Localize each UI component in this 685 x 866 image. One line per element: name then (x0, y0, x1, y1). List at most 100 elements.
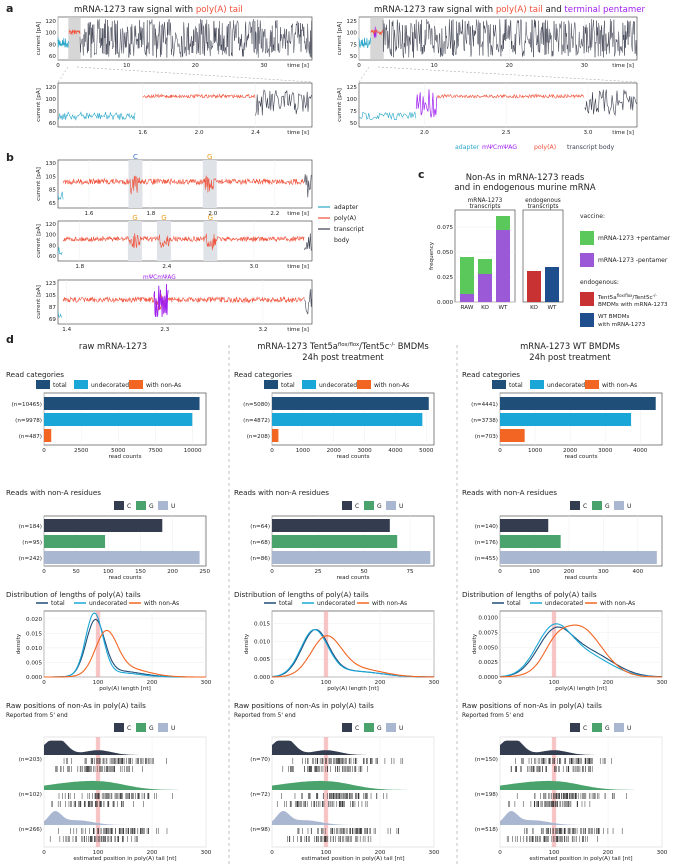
panel-d-col-0-dist-legend-item: undecorated (89, 600, 127, 607)
panel-b-row-0-ytick: 105 (45, 174, 56, 180)
panel-c-group1-line1: mRNA-1273 (468, 198, 503, 204)
panel-b-row-2-ytick: 123 (45, 281, 56, 287)
panel-d-col-0-pos-xtick: 200 (147, 850, 158, 856)
panel-d-col-1-rc-title: Read categories (234, 370, 292, 379)
panel-d-col-2-na-bar (500, 535, 561, 548)
panel-b-row-0-mark-label: G (207, 153, 212, 161)
panel-c-legend-swatch (580, 231, 594, 245)
panel-a-right-zoom-ytick: 125 (346, 85, 357, 91)
panel-d-col-1-na-bar (272, 535, 398, 548)
panel-d-col-2-rc-bar (500, 413, 632, 426)
panel-b-row-1-xlabel: time [s] (287, 264, 309, 270)
panel-d-col-1-rc-xtick: 3000 (357, 448, 372, 454)
panel-d-col-2-na-xtick: 400 (633, 569, 644, 575)
panel-d-col-2-pos-ylabel: (n=198) (475, 792, 498, 798)
panel-c-bar-minus (478, 274, 492, 302)
panel-d-col-0-pos-xtick: 100 (93, 850, 104, 856)
panel-d-col-2-dist-xlabel: poly(A) length [nt] (555, 686, 607, 692)
panel-d-col-2-rc-legend-swatch (585, 380, 599, 389)
panel-d-col-0-dist-xlabel: poly(A) length [nt] (99, 686, 151, 692)
panel-d-col-0-dist-xtick: 100 (93, 680, 104, 686)
panel-d-col-0-rc-xlabel: read counts (108, 454, 141, 460)
panel-d-col-1-na-xtick: 75 (407, 569, 415, 575)
panel-c-ytick: 0.000 (437, 300, 453, 306)
panel-c-ytick: 0.050 (437, 250, 453, 256)
panel-c-group2-line1: endogenous (525, 198, 561, 204)
panel-d-col-2-dist-legend-item: undecorated (545, 600, 583, 607)
panel-b-row-1-xtick: 2.4 (162, 264, 171, 270)
panel-c-ytick: 0.075 (437, 225, 453, 231)
panel-c-legend-ko-line1: Tent5aflox/flox/Tent5c-/- (597, 293, 657, 301)
legend-part: /Tent5c (632, 295, 652, 301)
panel-b-row-2-body-trace (304, 289, 313, 315)
panel-a-right-zoom-ytick: 100 (346, 97, 357, 103)
panel-d-col-0-title-1: raw mRNA-1273 (79, 341, 147, 351)
panel-d-col-1-dist-curve-non (272, 635, 434, 678)
panel-d-col-1-na-legend-swatch (342, 501, 352, 510)
panel-d-col-1-na-legend-item: U (399, 503, 403, 510)
panel-a-right-top-ytick: 100 (346, 31, 357, 37)
panel-d-col-0-na-legend-item: G (149, 503, 154, 510)
panel-d-col-1-pos-legend-item: G (377, 725, 382, 732)
panel-d-col-2-na-legend-swatch (614, 501, 624, 510)
panel-a-left-zoom-polyA-trace (142, 93, 256, 99)
panel-d-col-0-pos-ylabel: (n=203) (19, 757, 42, 763)
figure-root: a mRNA-1273 raw signal with poly(A) tail m… (6, 2, 671, 866)
title-part: mRNA-1273 raw signal with (74, 5, 196, 15)
title-part: -/- (389, 342, 395, 348)
panel-d-col-2-rc-bar (500, 429, 525, 442)
panel-d-col-1-pos-ridge (272, 780, 407, 790)
panel-b-row-1-ylabel: current [pA] (36, 224, 42, 258)
panel-a-left-zoom-adapter-trace (57, 111, 136, 121)
panel-d-col-1-rc-legend-item: undecorated (319, 382, 357, 389)
panel-a-right-top-ytick: 125 (346, 19, 357, 25)
panel-b-row-2-ylabel: current [pA] (36, 285, 42, 319)
panel-a-right-top-body-trace (382, 19, 637, 58)
panel-c-legend-item: mRNA-1273 +pentamer (598, 235, 671, 242)
panel-d-col-0-pos-ridge (44, 811, 179, 825)
panel-d-col-1-rc-legend-swatch (264, 380, 278, 389)
panel-b-row-0-xtick: 1.6 (85, 211, 94, 217)
panel-d-col-2-rc-xlabel: read counts (564, 454, 597, 460)
panel-b-row-2-pentamer-trace (153, 283, 169, 317)
panel-d-col-1-rc-xtick: 0 (270, 448, 274, 454)
panel-d-col-2-rc-legend-item: total (509, 382, 523, 389)
title-part: /Tent5c (359, 341, 390, 351)
panel-a-left-top-polyA-trace (68, 29, 81, 36)
panel-d-col-0-dist-frame (43, 610, 207, 678)
panel-a-right-zoom-adapter-trace (358, 111, 417, 121)
panel-c-ytick: 0.025 (437, 275, 453, 281)
panel-a-letter: a (6, 2, 13, 15)
panel-d-col-0-rc-legend-item: undecorated (91, 382, 129, 389)
panel-d-col-2-pos-ylabel: (n=518) (475, 827, 498, 833)
panel-d-col-2-dist-ylabel: density (472, 633, 478, 654)
panel-d-col-1-rc-xtick: 4000 (388, 448, 403, 454)
title-part: and (543, 5, 565, 15)
panel-d-col-2-pos-title: Raw positions of non-As in poly(A) tails (462, 701, 602, 710)
panel-a-right-top-adapter-trace (358, 37, 371, 49)
panel-d-col-1-dist-ytick: 0.010 (254, 639, 270, 645)
panel-c-bar-minus (460, 294, 474, 302)
panel-d-col-1-na-legend-swatch (364, 501, 374, 510)
title-part: flox/flox (338, 342, 360, 348)
panel-d-col-1-rc-ylabel: (n=208) (247, 434, 270, 440)
panel-d-col-1-pos-ylabel: (n=72) (250, 792, 270, 798)
title-part: BMDMs (395, 341, 429, 351)
panel-d-col-2-dist-ytick: 0.0100 (478, 616, 498, 622)
panel-d-col-0-na-legend-item: C (127, 503, 131, 510)
panel-c-bar-plus (478, 259, 492, 274)
panel-d-col-1-pos-xlabel: estimated position in poly(A) tail [nt] (301, 856, 404, 862)
panel-d-col-1-pos-xtick: 100 (321, 850, 332, 856)
panel-d-col-1-dist-xtick: 100 (321, 680, 332, 686)
panel-a-right-zoom-xtick: 3.0 (583, 130, 592, 136)
panel-a-right-zoom-xtick: 2.5 (502, 130, 511, 136)
panel-d-col-2-pos-legend-item: G (605, 725, 610, 732)
panel-d-col-1-rc-bar (272, 397, 429, 410)
panel-a-right-zoom-xlabel: time [s] (612, 130, 634, 136)
panel-d-col-0-pos-legend-swatch (136, 723, 146, 732)
panel-d-col-0-pos-ridge (44, 740, 179, 755)
panel-b-row-2-polyA-trace (62, 293, 305, 311)
panel-d-col-0-na-ylabel: (n=242) (19, 556, 42, 562)
panel-c-ylabel: frequency (429, 241, 435, 270)
panel-d-col-1-rc-ylabel: (n=4872) (243, 418, 270, 424)
